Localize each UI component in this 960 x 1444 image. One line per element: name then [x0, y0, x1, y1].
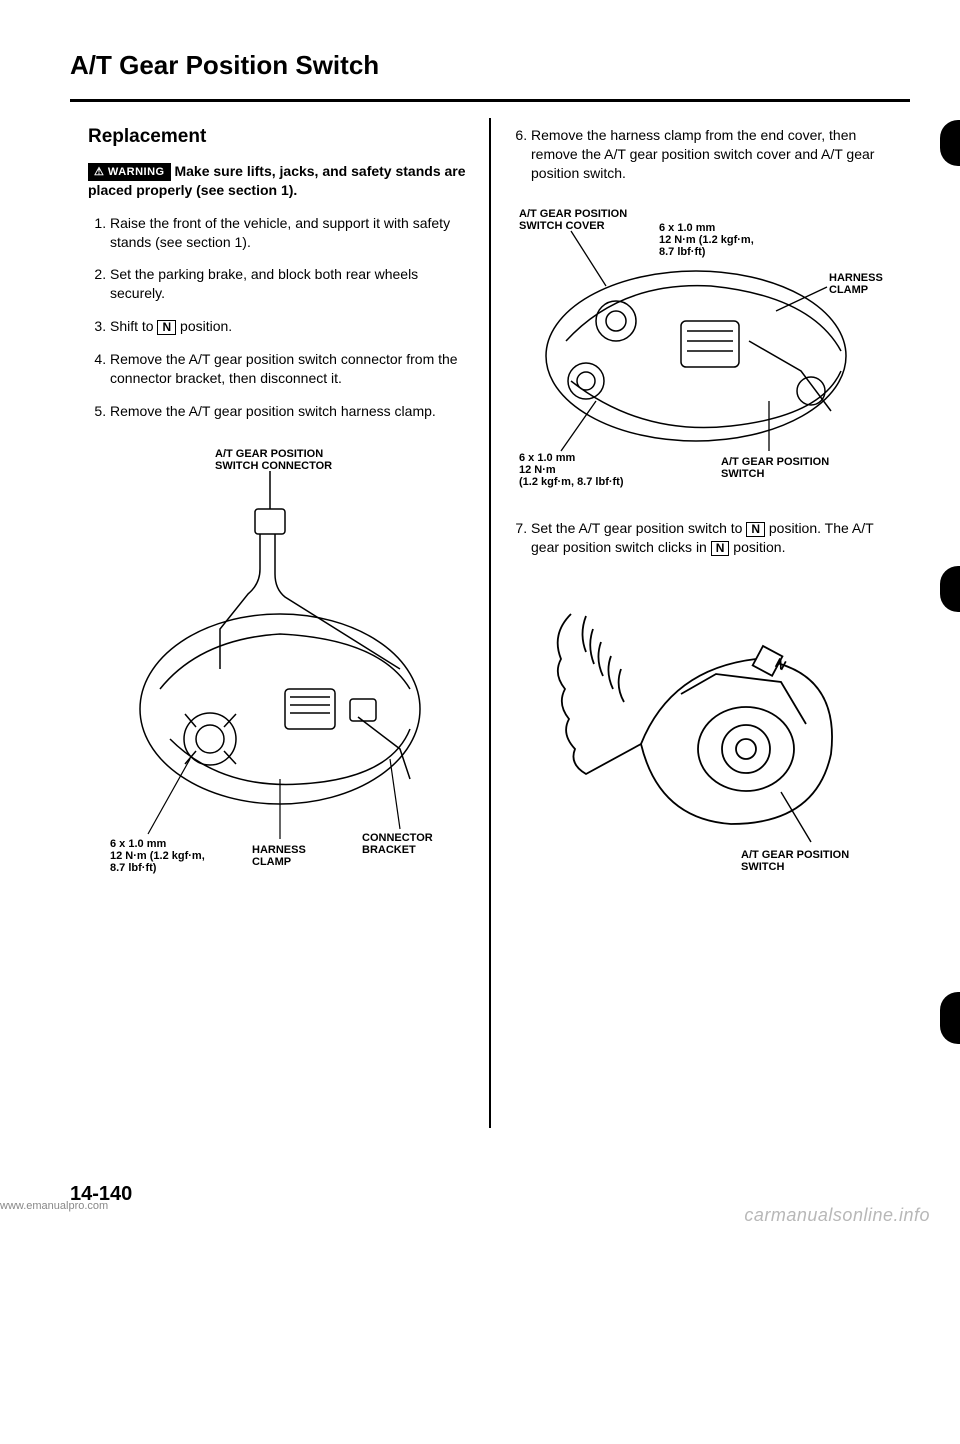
svg-text:CONNECTOR BRACKET: CONNECTOR BRACKET [362, 832, 436, 856]
step-7: Set the A/T gear position switch to N po… [531, 519, 892, 557]
watermark-left: www.emanualpro.com [0, 1200, 108, 1212]
n-box: N [746, 522, 765, 537]
step-4: Remove the A/T gear position switch conn… [110, 350, 471, 388]
right-steps-2: Set the A/T gear position switch to N po… [509, 519, 892, 557]
svg-text:HARNESS CLAMP: HARNESS CLAMP [829, 272, 886, 296]
step-6: Remove the harness clamp from the end co… [531, 126, 892, 183]
svg-text:A/T GEAR POSITION SWIT: A/T GEAR POSITION SWITCH [741, 849, 852, 873]
diagram-right-bottom: N A/T GEAR POSITION SWITCH [531, 574, 871, 894]
label-connector: A/T GEAR POSITION SWITCH CONNECTOR [215, 448, 332, 472]
side-tab [940, 120, 960, 166]
svg-text:6 x 1.0 mm 12 N·m (1.2: 6 x 1.0 mm 12 N·m (1.2 kgf·m, 8.7 lbf·ft… [110, 838, 208, 874]
step-1: Raise the front of the vehicle, and supp… [110, 214, 471, 252]
content-columns: Replacement ⚠ WARNING Make sure lifts, j… [70, 118, 910, 1128]
warning-line: ⚠ WARNING Make sure lifts, jacks, and sa… [88, 162, 471, 200]
n-box: N [157, 320, 176, 335]
n-box: N [711, 541, 730, 556]
svg-text:6 x 1.0 mm 12 N·m: 6 x 1.0 mm 12 N·m (1.2 kgf·m, 8.7 lbf·ft… [519, 452, 624, 488]
page-title: A/T Gear Position Switch [70, 50, 910, 81]
svg-text:A/T GEAR POSITION SWIT: A/T GEAR POSITION SWITCH [721, 456, 832, 480]
diagram-right-top: A/T GEAR POSITION SWITCH COVER 6 x 1.0 m… [511, 201, 891, 501]
right-steps: Remove the harness clamp from the end co… [509, 126, 892, 183]
left-column: Replacement ⚠ WARNING Make sure lifts, j… [70, 118, 491, 1128]
section-heading: Replacement [88, 126, 471, 148]
svg-text:HARNESS CLAMP: HARNESS CLAMP [252, 844, 309, 868]
horizontal-rule [70, 99, 910, 102]
watermark-right: carmanualsonline.info [744, 1205, 930, 1226]
step-2: Set the parking brake, and block both re… [110, 265, 471, 303]
step-5: Remove the A/T gear position switch harn… [110, 402, 471, 421]
svg-text:6 x 1.0 mm 12 N·m (1.2: 6 x 1.0 mm 12 N·m (1.2 kgf·m, 8.7 lbf·ft… [659, 222, 757, 258]
warning-badge: ⚠ WARNING [88, 163, 171, 181]
right-column: Remove the harness clamp from the end co… [491, 118, 910, 1128]
left-steps: Raise the front of the vehicle, and supp… [88, 214, 471, 421]
side-tabs [940, 120, 960, 1444]
side-tab [940, 566, 960, 612]
diagram-left: A/T GEAR POSITION SWITCH CONNECTOR [100, 439, 460, 889]
step-3: Shift to N position. [110, 317, 471, 336]
svg-text:A/T GEAR POSITION SWIT: A/T GEAR POSITION SWITCH COVER [519, 208, 630, 232]
side-tab [940, 992, 960, 1044]
